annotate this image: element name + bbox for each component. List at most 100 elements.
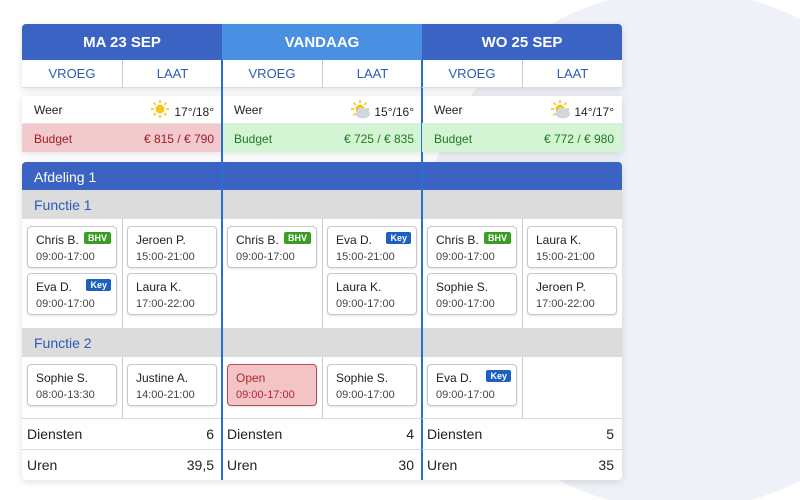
column-separator [322, 357, 323, 418]
shift-card[interactable]: Eva D. 09:00-17:00 Key [27, 273, 117, 315]
weather-row [422, 96, 622, 124]
shift-time: 14:00-21:00 [136, 389, 195, 401]
services-label: Diensten [27, 426, 83, 442]
hours-value: 30 [398, 457, 414, 473]
hours-label: Uren [427, 457, 458, 473]
weather-icon [351, 100, 370, 119]
shift-time: 09:00-17:00 [36, 298, 95, 310]
shift-time: 15:00-21:00 [136, 251, 195, 263]
badge: Key [386, 232, 411, 244]
shift-card[interactable]: Laura K. 09:00-17:00 [327, 273, 417, 315]
shift-card[interactable]: Sophie S. 09:00-17:00 [427, 273, 517, 315]
shift-card[interactable]: Eva D. 09:00-17:00 Key [427, 364, 517, 406]
employee-name: Chris B. [36, 233, 79, 247]
function-title: Functie 1 [34, 197, 92, 213]
function-row [22, 328, 622, 357]
shift-time: 09:00-17:00 [436, 251, 495, 263]
hours-value: 39,5 [186, 457, 214, 473]
temperature: 15°/16° [374, 105, 414, 119]
weather-icon [551, 100, 570, 119]
employee-name: Open [236, 371, 266, 385]
employee-name: Jeroen P. [136, 233, 186, 247]
shift-time: 15:00-21:00 [536, 251, 595, 263]
weather-row [22, 96, 222, 124]
budget-row [422, 124, 622, 152]
weather-label: Weer [434, 103, 463, 117]
weather-label: Weer [34, 103, 63, 117]
today-border [221, 60, 223, 480]
shift-label[interactable]: VROEG [22, 60, 122, 88]
column-separator [322, 219, 323, 328]
day-header[interactable]: VANDAAG [222, 24, 422, 60]
temperature: 17°/18° [174, 105, 214, 119]
services-value: 6 [206, 426, 214, 442]
shift-time: 09:00-17:00 [336, 389, 395, 401]
shift-time: 15:00-21:00 [336, 251, 395, 263]
shift-card[interactable]: Chris B. 09:00-17:00 BHV [227, 226, 317, 268]
column-separator [122, 357, 123, 418]
services-label: Diensten [227, 426, 283, 442]
shift-card[interactable]: Laura K. 17:00-22:00 [127, 273, 217, 315]
services-row [422, 418, 622, 450]
badge: BHV [83, 232, 111, 244]
shift-label[interactable]: LAAT [322, 60, 422, 88]
budget-value: € 772 / € 980 [543, 132, 614, 146]
shift-label[interactable]: LAAT [122, 60, 222, 88]
column-separator [522, 219, 523, 328]
budget-label: Budget [434, 132, 473, 146]
hours-label: Uren [27, 457, 58, 473]
shift-time: 09:00-17:00 [336, 298, 395, 310]
weather-row [222, 96, 422, 124]
function-row [22, 190, 622, 219]
badge: BHV [483, 232, 511, 244]
services-label: Diensten [427, 426, 483, 442]
weather-icon [151, 100, 169, 118]
hours-label: Uren [227, 457, 258, 473]
shift-time: 09:00-17:00 [236, 251, 295, 263]
hours-value: 35 [598, 457, 614, 473]
budget-value: € 815 / € 790 [143, 132, 214, 146]
badge: BHV [283, 232, 311, 244]
shift-card[interactable]: Sophie S. 08:00-13:30 [27, 364, 117, 406]
day-header[interactable]: WO 25 SEP [422, 24, 622, 60]
shift-label[interactable]: VROEG [422, 60, 522, 88]
employee-name: Sophie S. [36, 371, 89, 385]
employee-name: Eva D. [436, 371, 473, 385]
day-header[interactable]: MA 23 SEP [22, 24, 222, 60]
budget-value: € 725 / € 835 [343, 132, 414, 146]
employee-name: Laura K. [136, 280, 182, 294]
budget-label: Budget [234, 132, 273, 146]
shift-label[interactable]: VROEG [222, 60, 322, 88]
shift-card[interactable]: Justine A. 14:00-21:00 [127, 364, 217, 406]
column-separator [522, 357, 523, 418]
shift-card[interactable]: Jeroen P. 17:00-22:00 [527, 273, 617, 315]
employee-name: Chris B. [236, 233, 279, 247]
services-value: 5 [606, 426, 614, 442]
today-border [421, 60, 423, 480]
shift-card[interactable]: Sophie S. 09:00-17:00 [327, 364, 417, 406]
shift-time: 09:00-17:00 [436, 389, 495, 401]
shift-time: 09:00-17:00 [436, 298, 495, 310]
services-row [22, 418, 222, 450]
shift-card[interactable]: Laura K. 15:00-21:00 [527, 226, 617, 268]
badge: Key [486, 370, 511, 382]
column-separator [122, 219, 123, 328]
shift-time: 09:00-17:00 [236, 389, 295, 401]
employee-name: Sophie S. [336, 371, 389, 385]
shift-card[interactable]: Open 09:00-17:00 [227, 364, 317, 406]
shift-card[interactable]: Chris B. 09:00-17:00 BHV [27, 226, 117, 268]
shift-card[interactable]: Chris B. 09:00-17:00 BHV [427, 226, 517, 268]
shift-card[interactable]: Eva D. 15:00-21:00 Key [327, 226, 417, 268]
employee-name: Laura K. [536, 233, 582, 247]
shift-time: 08:00-13:30 [36, 389, 95, 401]
shift-label[interactable]: LAAT [522, 60, 622, 88]
employee-name: Sophie S. [436, 280, 489, 294]
temperature: 14°/17° [574, 105, 614, 119]
budget-row [222, 124, 422, 152]
weather-label: Weer [234, 103, 263, 117]
employee-name: Eva D. [336, 233, 373, 247]
department-header [22, 162, 622, 190]
shift-card[interactable]: Jeroen P. 15:00-21:00 [127, 226, 217, 268]
